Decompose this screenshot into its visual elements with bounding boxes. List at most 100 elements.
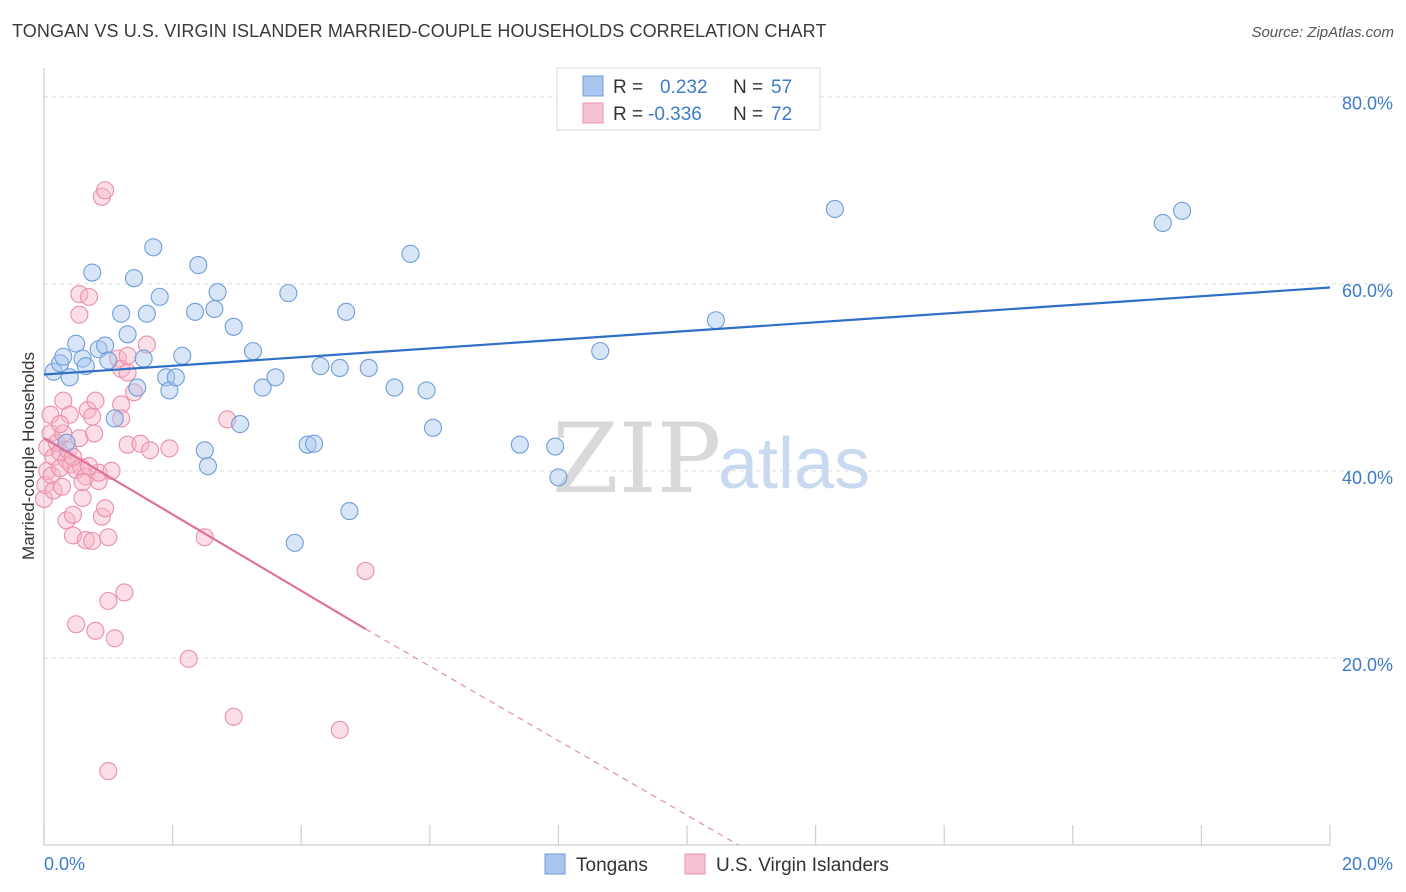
legend-swatch-tongans — [582, 75, 604, 97]
virgin-islander-point — [41, 405, 60, 424]
virgin-islander-point — [131, 434, 150, 453]
gridlines — [44, 96, 1393, 659]
virgin-islander-point — [118, 346, 137, 365]
tongan-point — [134, 349, 153, 368]
trendline-virgin-islanders-extrapolated — [365, 628, 739, 846]
virgin-islander-point — [73, 473, 92, 492]
legend-n-label-2: N = — [733, 104, 763, 125]
tongan-point — [144, 238, 163, 257]
tongan-point — [189, 256, 208, 275]
tongan-point — [423, 418, 443, 437]
tongan-point — [224, 317, 243, 336]
virgin-islander-point — [61, 455, 81, 474]
tongan-point — [591, 342, 610, 361]
tongan-point — [285, 533, 304, 552]
chart-title: TONGAN VS U.S. VIRGIN ISLANDER MARRIED-C… — [12, 21, 827, 41]
x-tick-label-min: 0.0% — [44, 854, 85, 874]
tongan-point — [160, 381, 179, 400]
tongan-point — [385, 378, 404, 397]
legend-n-label-1: N = — [733, 77, 763, 98]
tongan-point — [195, 441, 214, 460]
virgin-islander-point — [86, 391, 105, 410]
virgin-islander-point — [67, 615, 86, 634]
bottom-legend-label-tongans: Tongans — [576, 855, 648, 876]
virgin-islander-point — [105, 629, 124, 648]
legend-r-value-2: -0.336 — [648, 104, 702, 125]
tongan-point — [124, 269, 144, 288]
tongan-point — [231, 415, 250, 434]
tongan-point — [166, 368, 185, 387]
tongan-point — [825, 199, 844, 219]
legend-swatch-virgin-islanders — [582, 102, 604, 124]
virgin-islander-point — [137, 335, 156, 354]
virgin-islander-point — [330, 720, 349, 740]
legend-n-value-1: 57 — [771, 77, 792, 98]
tongan-point — [54, 347, 73, 366]
tongan-point — [337, 302, 356, 321]
series-tongans — [44, 199, 1192, 552]
virgin-islander-point — [63, 505, 82, 524]
y-tick-label: 40.0% — [1342, 468, 1393, 488]
virgin-islander-point — [96, 181, 115, 200]
virgin-islander-point — [118, 435, 137, 454]
tongan-point — [298, 435, 317, 454]
virgin-islander-point — [73, 488, 92, 508]
tongan-point — [305, 434, 324, 453]
y-tick-labels: 20.0% 40.0% 60.0% 80.0% — [1342, 94, 1393, 675]
virgin-islander-point — [356, 561, 375, 580]
virgin-islander-point — [102, 461, 121, 480]
virgin-islander-point — [179, 649, 198, 668]
bottom-legend-label-virgin-islanders: U.S. Virgin Islanders — [716, 855, 889, 876]
virgin-islander-point — [112, 409, 131, 428]
y-tick-label: 20.0% — [1342, 655, 1393, 675]
y-tick-label: 80.0% — [1342, 94, 1393, 114]
virgin-islander-point — [160, 439, 179, 458]
tongan-point — [99, 351, 118, 370]
tongan-point — [330, 358, 349, 378]
tongan-point — [1153, 213, 1172, 233]
tongan-point — [150, 287, 169, 306]
trendline-tongans — [43, 286, 1331, 376]
tongan-point — [549, 468, 568, 487]
virgin-islander-point — [60, 405, 79, 424]
tongan-point — [128, 378, 147, 397]
tongan-point — [311, 357, 330, 376]
tongan-point — [1173, 201, 1192, 220]
tongan-point — [279, 284, 298, 303]
y-tick-label: 60.0% — [1342, 281, 1393, 301]
tongan-point — [340, 502, 359, 521]
x-tick-label-max: 20.0% — [1342, 854, 1393, 874]
tongan-point — [510, 435, 529, 454]
virgin-islander-point — [118, 363, 137, 382]
virgin-islander-point — [195, 528, 214, 547]
tongan-point — [186, 302, 205, 321]
trendline-virgin-islanders — [43, 437, 367, 630]
virgin-islander-point — [115, 583, 134, 602]
virgin-islander-point — [51, 415, 70, 434]
y-axis-label: Married-couple Households — [19, 352, 38, 560]
tongan-point — [173, 346, 192, 365]
virgin-islander-point — [99, 528, 118, 547]
virgin-islander-point — [86, 621, 105, 640]
tongan-point — [96, 336, 115, 355]
virgin-islander-point — [52, 477, 72, 496]
legend-r-label-2: R = — [613, 104, 643, 125]
tongan-point — [208, 283, 227, 302]
bottom-legend-swatch-tongans — [544, 853, 566, 875]
virgin-islander-point — [76, 531, 95, 550]
series-virgin-islanders — [34, 181, 375, 781]
tongan-point — [67, 334, 86, 353]
virgin-islander-point — [99, 591, 118, 610]
tongan-point — [198, 457, 218, 476]
tongan-point — [243, 342, 263, 361]
tongan-point — [137, 304, 156, 323]
virgin-islander-point — [141, 441, 160, 460]
tongan-point — [546, 437, 565, 456]
virgin-islander-point — [96, 499, 115, 518]
tongan-point — [253, 378, 272, 397]
legend-r-value-1: 0.232 — [660, 77, 708, 98]
virgin-islander-point — [83, 407, 102, 426]
virgin-islander-point — [83, 531, 102, 551]
watermark-atlas: atlas — [718, 424, 870, 504]
